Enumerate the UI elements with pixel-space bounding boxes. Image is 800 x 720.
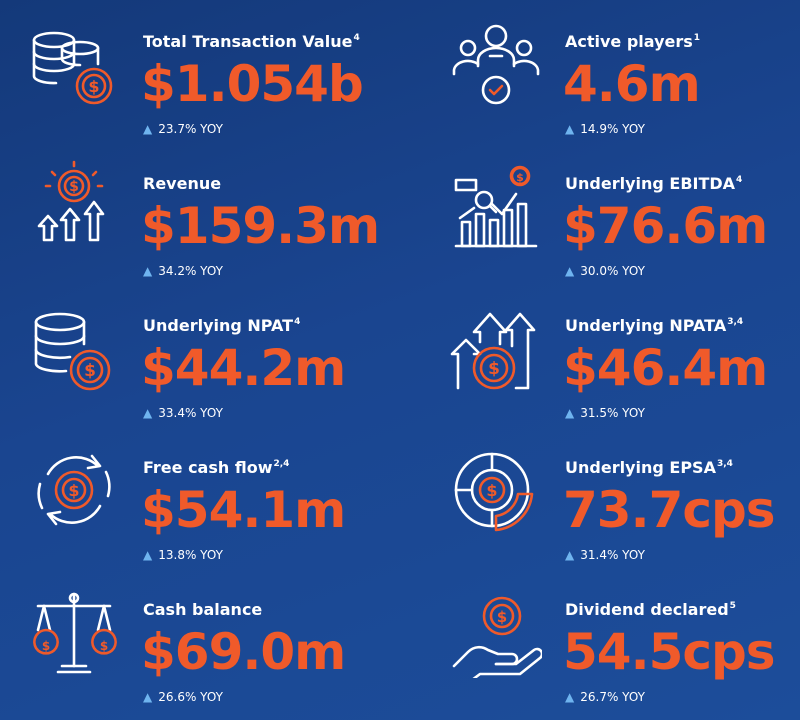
metric-change: ▲ 31.5% YOY	[565, 406, 645, 420]
metric-change: ▲ 23.7% YOY	[143, 122, 223, 136]
metric-change: ▲ 26.6% YOY	[143, 690, 223, 704]
metric-title: Underlying EBITDA4	[565, 174, 743, 193]
svg-text:$: $	[68, 481, 79, 500]
up-triangle-icon: ▲	[565, 122, 575, 136]
svg-text:$: $	[516, 171, 524, 184]
up-triangle-icon: ▲	[565, 264, 575, 278]
up-triangle-icon: ▲	[565, 406, 575, 420]
metric-change: ▲ 26.7% YOY	[565, 690, 645, 704]
metric-change: ▲ 33.4% YOY	[143, 406, 223, 420]
metric-underlying-npata: $ Underlying NPATA3,4 $46.4m ▲ 31.5% YOY	[450, 292, 800, 432]
metric-free-cash-flow: $ Free cash flow2,4 $54.1m ▲ 13.8% YOY	[28, 434, 408, 574]
up-triangle-icon: ▲	[143, 122, 153, 136]
up-triangle-icon: ▲	[565, 548, 575, 562]
up-triangle-icon: ▲	[143, 406, 153, 420]
metric-change: ▲ 30.0% YOY	[565, 264, 645, 278]
metric-value: 73.7cps	[563, 481, 776, 539]
metric-title: Underlying NPAT4	[143, 316, 301, 335]
up-triangle-icon: ▲	[143, 264, 153, 278]
metric-dividend-declared: $ Dividend declared5 54.5cps ▲ 26.7% YOY	[450, 576, 800, 716]
coins-dollar-icon: $	[28, 18, 120, 110]
svg-text:$: $	[88, 77, 99, 96]
up-triangle-icon: ▲	[565, 690, 575, 704]
metric-value: $46.4m	[563, 339, 768, 397]
database-dollar-icon: $	[28, 302, 120, 394]
metric-cash-balance: $ $ Cash balance $69.0m ▲ 26.6% YOY	[28, 576, 408, 716]
metric-value: $44.2m	[141, 339, 346, 397]
metric-value: $159.3m	[141, 197, 380, 255]
metric-active-players: Active players1 4.6m ▲ 14.9% YOY	[450, 8, 800, 148]
svg-text:$: $	[69, 179, 79, 195]
metric-total-transaction-value: $ Total Transaction Value4 $1.054b ▲ 23.7…	[28, 8, 408, 148]
up-triangle-icon: ▲	[143, 690, 153, 704]
metric-title: Cash balance	[143, 600, 263, 619]
metric-title: Underlying EPSA3,4	[565, 458, 733, 477]
metric-title: Underlying NPATA3,4	[565, 316, 744, 335]
metric-value: 4.6m	[563, 55, 701, 113]
metric-change: ▲ 31.4% YOY	[565, 548, 645, 562]
metric-value: $69.0m	[141, 623, 346, 681]
metric-underlying-npat: $ Underlying NPAT4 $44.2m ▲ 33.4% YOY	[28, 292, 408, 432]
metric-underlying-ebitda: $ Underlying EBITDA4 $76.6m ▲ 30.0% YOY	[450, 150, 800, 290]
svg-text:$: $	[84, 361, 96, 381]
cash-cycle-icon: $	[28, 444, 120, 536]
metric-value: $54.1m	[141, 481, 346, 539]
pie-dollar-icon: $	[450, 444, 542, 536]
metric-title: Free cash flow2,4	[143, 458, 290, 477]
up-triangle-icon: ▲	[143, 548, 153, 562]
metric-change: ▲ 34.2% YOY	[143, 264, 223, 278]
metric-revenue: $ Revenue $159.3m ▲ 34.2% YOY	[28, 150, 408, 290]
growth-arrows-dollar-icon: $	[450, 302, 542, 394]
svg-text:$: $	[42, 639, 50, 653]
svg-text:$: $	[486, 481, 497, 500]
metric-change: ▲ 13.8% YOY	[143, 548, 223, 562]
metric-value: 54.5cps	[563, 623, 776, 681]
metric-title: Dividend declared5	[565, 600, 736, 619]
metric-underlying-epsa: $ Underlying EPSA3,4 73.7cps ▲ 31.4% YOY	[450, 434, 800, 574]
svg-text:$: $	[497, 608, 507, 626]
balance-scale-icon: $ $	[28, 586, 120, 678]
svg-text:$: $	[488, 359, 500, 379]
metric-title: Active players1	[565, 32, 701, 51]
hand-coin-icon: $	[450, 586, 542, 678]
metric-value: $1.054b	[141, 55, 364, 113]
metric-value: $76.6m	[563, 197, 768, 255]
players-group-icon	[450, 18, 542, 110]
revenue-arrows-icon: $	[28, 160, 120, 252]
svg-text:$: $	[100, 639, 108, 653]
metric-change: ▲ 14.9% YOY	[565, 122, 645, 136]
metric-title: Revenue	[143, 174, 222, 193]
bar-chart-analytics-icon: $	[450, 160, 542, 252]
metric-title: Total Transaction Value4	[143, 32, 360, 51]
